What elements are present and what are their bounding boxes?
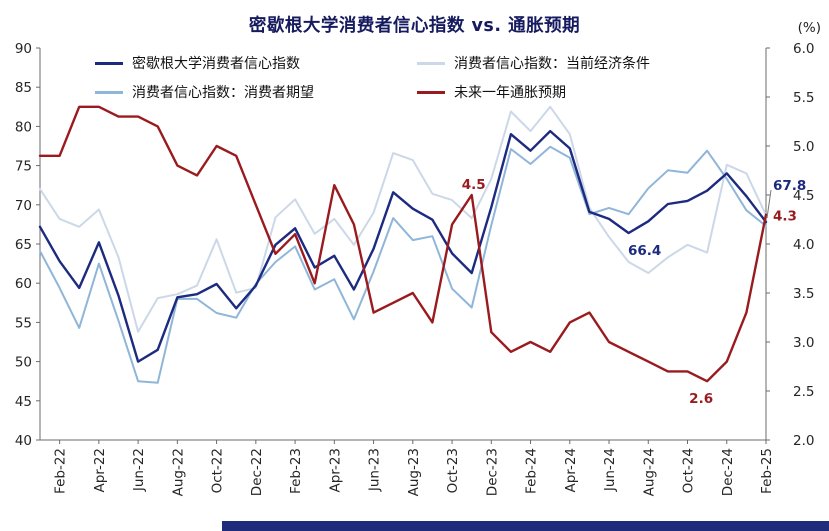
legend-label: 未来一年通胀预期 <box>454 85 566 101</box>
right-axis-tick-label: 2.0 <box>793 433 814 449</box>
left-axis-tick-label: 70 <box>15 198 32 214</box>
left-axis-tick-label: 75 <box>15 159 32 175</box>
line-chart: 40 45 50 55 60 65 70 75 80 85 90 2.0 2.5 3.0 3.5 4.0 4.5… <box>15 41 815 496</box>
x-tick-label: Oct-22 <box>210 448 226 493</box>
legend-marker-sentiment-icon <box>95 61 123 65</box>
legend-item-current-conditions: 消费者信心指数：当前经济条件 <box>417 53 650 73</box>
left-axis-tick-label: 65 <box>15 237 32 253</box>
x-tick-label: Oct-23 <box>445 448 461 493</box>
x-tick-label: Apr-23 <box>327 448 343 493</box>
x-tick-label: Oct-24 <box>681 448 697 493</box>
annotation-4.3: 4.3 <box>773 209 797 225</box>
annotation-leader-line <box>766 189 772 219</box>
legend-marker-expectations-icon <box>95 90 123 94</box>
series-line-sentiment <box>38 129 768 363</box>
series-line-expectations <box>39 145 767 384</box>
right-axis-tick-label: 6.0 <box>793 41 814 57</box>
x-tick-label: Feb-23 <box>288 448 304 494</box>
left-axis-tick-label: 80 <box>15 119 32 135</box>
legend-label: 消费者信心指数：消费者期望 <box>132 85 314 101</box>
legend-label: 密歇根大学消费者信心指数 <box>132 56 300 72</box>
left-axis-tick-label: 55 <box>15 315 32 331</box>
right-axis-tick-label: 5.0 <box>793 139 814 155</box>
right-axis-tick-label: 4.0 <box>793 237 814 253</box>
x-tick-label: Dec-24 <box>720 448 736 496</box>
right-axis-tick-label: 5.5 <box>793 90 814 106</box>
left-axis-tick-label: 90 <box>15 41 32 57</box>
x-tick-label: Feb-22 <box>53 448 69 494</box>
annotation-66.4: 66.4 <box>628 243 661 259</box>
x-tick-label: Dec-23 <box>484 448 500 496</box>
legend-item-inflation: 未来一年通胀预期 <box>417 82 650 102</box>
left-axis-tick-label: 85 <box>15 80 32 96</box>
x-tick-label: Apr-24 <box>563 448 579 493</box>
legend-marker-inflation-icon <box>417 90 445 94</box>
right-axis-tick-label: 4.5 <box>793 188 814 204</box>
annotation-4.5: 4.5 <box>462 177 486 193</box>
x-tick-label: Jun-22 <box>131 448 147 492</box>
left-axis-tick-label: 40 <box>15 433 32 449</box>
axes: 40 45 50 55 60 65 70 75 80 85 90 2.0 2.5 3.0 3.5 4.0 4.5… <box>15 41 815 496</box>
chart-title: 密歇根大学消费者信心指数 vs. 通胀预期 <box>248 16 581 36</box>
right-axis-tick-label: 3.0 <box>793 335 814 351</box>
x-tick-label: Dec-22 <box>249 448 265 496</box>
x-tick-label: Aug-22 <box>170 448 186 496</box>
footer-bar <box>222 521 829 531</box>
right-axis-tick-label: 2.5 <box>793 384 814 400</box>
legend-item-sentiment: 密歇根大学消费者信心指数 <box>95 53 417 73</box>
right-axis-tick-label: 3.5 <box>793 286 814 302</box>
series-line-inflation-1y <box>38 105 768 383</box>
left-axis-tick-label: 60 <box>15 276 32 292</box>
x-tick-label: Feb-24 <box>524 448 540 494</box>
annotation-2.6: 2.6 <box>689 391 713 407</box>
series-line-current-conditions <box>39 105 767 333</box>
legend: 密歇根大学消费者信心指数 消费者信心指数：当前经济条件 消费者信心指数：消费者期… <box>95 53 650 102</box>
x-tick-label: Feb-25 <box>759 448 775 494</box>
left-axis-tick-label: 50 <box>15 355 32 371</box>
legend-item-expectations: 消费者信心指数：消费者期望 <box>95 82 417 102</box>
x-tick-label: Aug-24 <box>641 448 657 496</box>
annotation-67.8: 67.8 <box>773 178 806 194</box>
right-axis-unit-label: (%) <box>797 20 821 36</box>
x-tick-label: Jun-24 <box>602 448 618 492</box>
x-tick-label: Jun-23 <box>367 448 383 492</box>
legend-label: 消费者信心指数：当前经济条件 <box>454 56 650 72</box>
legend-marker-current-conditions-icon <box>417 61 445 65</box>
x-tick-label: Apr-22 <box>92 448 108 493</box>
left-axis-tick-label: 45 <box>15 394 32 410</box>
x-tick-label: Aug-23 <box>406 448 422 496</box>
